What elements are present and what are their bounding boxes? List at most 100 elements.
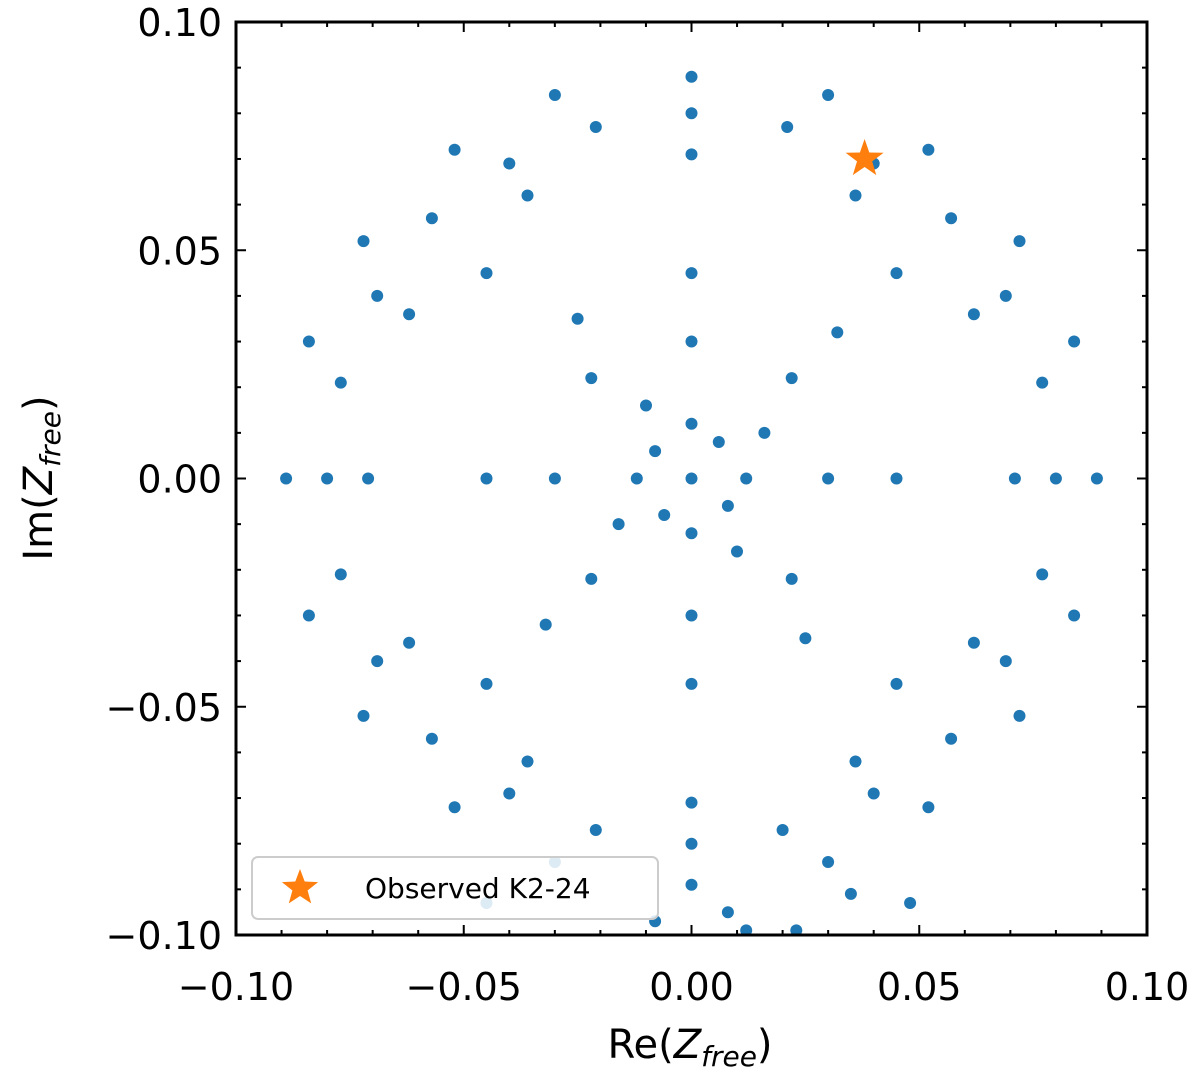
data-point xyxy=(503,157,516,170)
y-axis-label-close: ) xyxy=(16,395,62,411)
x-tick-label: 0.00 xyxy=(649,965,734,1009)
data-point xyxy=(890,267,903,280)
data-point xyxy=(822,472,835,485)
data-point xyxy=(844,887,857,900)
y-tick-label: −0.05 xyxy=(106,686,222,730)
data-point xyxy=(685,796,698,809)
data-point xyxy=(548,89,561,101)
data-point xyxy=(785,572,798,585)
data-point xyxy=(1036,568,1049,581)
star-layer xyxy=(845,139,884,176)
data-point xyxy=(685,148,698,161)
data-point xyxy=(480,267,493,280)
data-point xyxy=(334,568,347,581)
data-point xyxy=(867,787,880,800)
legend-entry-label: Observed K2-24 xyxy=(365,872,591,905)
x-tick-label: 0.10 xyxy=(1105,965,1190,1009)
data-point xyxy=(781,121,794,133)
data-point xyxy=(425,212,438,225)
y-axis-label-base: Im( xyxy=(16,494,62,560)
data-point xyxy=(967,308,980,321)
x-tick-label: −0.05 xyxy=(406,965,522,1009)
data-point xyxy=(790,924,803,937)
data-point xyxy=(685,70,698,83)
data-point xyxy=(503,787,516,800)
data-point xyxy=(890,472,903,485)
data-point xyxy=(945,212,958,225)
data-point xyxy=(302,335,315,348)
data-point xyxy=(403,308,416,321)
data-point xyxy=(589,824,602,836)
data-point xyxy=(822,856,835,868)
data-point xyxy=(521,755,534,768)
data-point xyxy=(1068,335,1081,348)
y-tick-label: 0.05 xyxy=(137,229,222,273)
data-point xyxy=(357,235,370,248)
data-point xyxy=(585,572,598,585)
data-point xyxy=(831,326,844,339)
data-point xyxy=(1008,472,1021,485)
y-tick-label: 0.10 xyxy=(137,1,222,45)
data-point xyxy=(685,677,698,690)
data-point xyxy=(685,837,698,850)
y-axis-label-var: Z xyxy=(16,465,62,495)
x-axis-label-base: Re( xyxy=(607,1022,673,1068)
data-point xyxy=(685,472,698,485)
data-point xyxy=(612,518,625,531)
data-point xyxy=(658,509,671,521)
x-axis-label-close: ) xyxy=(757,1022,773,1068)
x-axis-label-sub: free xyxy=(701,1040,757,1073)
data-point xyxy=(849,189,862,202)
data-point xyxy=(480,472,493,485)
legend-box xyxy=(251,856,659,920)
data-point xyxy=(999,289,1012,302)
data-point xyxy=(685,335,698,348)
y-tick-label: −0.10 xyxy=(106,914,222,958)
x-axis-label-var: Z xyxy=(673,1022,703,1068)
data-point xyxy=(776,824,789,836)
data-point xyxy=(721,499,734,512)
data-point xyxy=(785,372,798,385)
data-point xyxy=(685,609,698,622)
x-tick-label: 0.05 xyxy=(877,965,962,1009)
y-axis-label-sub: free xyxy=(34,411,67,467)
data-point xyxy=(649,445,662,458)
data-point xyxy=(1036,376,1049,389)
data-point xyxy=(448,801,461,814)
data-point xyxy=(585,372,598,385)
data-point xyxy=(999,655,1012,668)
data-point xyxy=(448,143,461,156)
y-axis-label: Im(Zfree) xyxy=(16,395,67,560)
data-point xyxy=(630,472,643,485)
data-point xyxy=(967,636,980,649)
data-point xyxy=(302,609,315,622)
data-point xyxy=(731,545,743,558)
y-tick-label: 0.00 xyxy=(137,458,222,502)
data-point xyxy=(1090,472,1103,485)
data-point xyxy=(357,709,370,722)
data-point xyxy=(539,618,552,631)
data-point xyxy=(922,801,935,814)
data-point xyxy=(685,527,698,540)
data-point xyxy=(589,121,602,133)
legend-star-marker xyxy=(281,869,319,904)
ticks-layer xyxy=(235,21,1148,936)
data-point xyxy=(1013,709,1026,722)
data-point xyxy=(849,755,862,768)
data-point xyxy=(334,376,347,389)
data-point xyxy=(280,472,293,485)
data-point xyxy=(904,897,917,909)
data-point xyxy=(371,289,384,302)
data-point xyxy=(371,655,384,668)
x-tick-label: −0.10 xyxy=(178,965,294,1009)
points-layer xyxy=(280,70,1103,937)
x-axis-label: Re(Zfree) xyxy=(607,1022,772,1073)
data-point xyxy=(571,312,584,325)
data-point xyxy=(521,189,534,202)
data-point xyxy=(712,436,725,448)
data-point xyxy=(362,472,375,485)
data-point xyxy=(945,732,958,745)
legend-star-icon xyxy=(281,869,319,904)
